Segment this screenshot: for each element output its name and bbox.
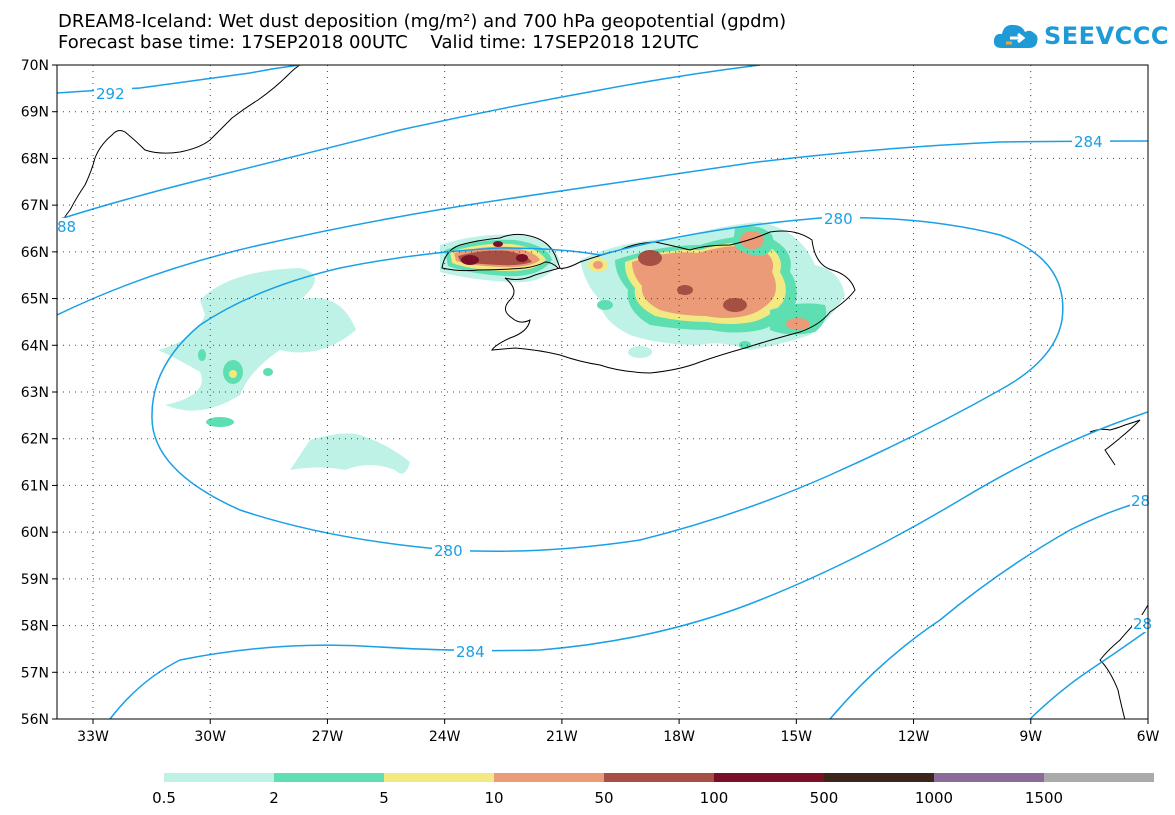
latitude-label: 69N	[21, 105, 49, 121]
deposition-area-extreme	[461, 255, 479, 265]
latitude-label: 56N	[21, 712, 49, 728]
deposition-area-extreme	[493, 241, 503, 247]
deposition-area-light	[158, 268, 356, 411]
longitude-label: 30W	[194, 729, 226, 745]
deposition-area-very-high	[638, 250, 662, 266]
colorbar-swatch	[824, 773, 934, 782]
contour-280	[151, 216, 1064, 552]
latitude-axis: 70N 69N 68N 67N 66N 65N 64N 63N 62N 61N 60N 59N 58N 5…	[21, 58, 57, 728]
latitude-label: 68N	[21, 151, 49, 167]
colorbar-label: 0.5	[152, 789, 176, 807]
colorbar-label: 10	[484, 789, 503, 807]
deposition-area-high	[229, 370, 237, 378]
latitude-label: 60N	[21, 525, 49, 541]
longitude-axis: 33W 30W 27W 24W 21W 18W 15W 12W 9W 6W	[77, 719, 1160, 745]
geopotential-contours	[57, 65, 1148, 719]
faroe-coastline	[1089, 419, 1141, 466]
deposition-area-moderate	[206, 417, 234, 427]
dust-deposition-field	[158, 222, 845, 474]
colorbar-swatch	[604, 773, 714, 782]
latitude-label: 66N	[21, 245, 49, 261]
deposition-area-high	[786, 318, 810, 330]
deposition-area-very-high	[677, 285, 693, 295]
longitude-label: 6W	[1137, 729, 1160, 745]
longitude-label: 9W	[1019, 729, 1042, 745]
cloud-icon	[993, 24, 1038, 48]
longitude-label: 24W	[429, 729, 461, 745]
colorbar-swatch	[384, 773, 494, 782]
deposition-area-moderate	[263, 368, 273, 376]
colorbar-label: 2	[269, 789, 279, 807]
map-title: DREAM8-Iceland: Wet dust deposition (mg/…	[58, 11, 787, 32]
latitude-label: 65N	[21, 292, 49, 308]
latitude-label: 67N	[21, 198, 49, 214]
contour-label: 28	[1133, 615, 1152, 633]
contour-label: 284	[1074, 133, 1103, 151]
seevccc-logo: SEEVCCC	[992, 20, 1169, 52]
deposition-area-extreme	[516, 254, 528, 262]
contour-284-south	[109, 411, 1148, 719]
colorbar-swatch	[1044, 773, 1154, 782]
colorbar-swatch	[274, 773, 384, 782]
longitude-label: 18W	[663, 729, 695, 745]
colorbar-legend: 0.5 2 5 10 50 100 500 1000 1500	[152, 773, 1154, 807]
longitude-label: 15W	[780, 729, 812, 745]
latitude-label: 57N	[21, 665, 49, 681]
contour-292-southeast	[1029, 629, 1148, 719]
deposition-area-high	[740, 231, 764, 249]
iceland-coastline	[441, 230, 856, 374]
colorbar-label: 1000	[915, 789, 953, 807]
contour-label: 280	[824, 210, 853, 228]
latitude-label: 61N	[21, 478, 49, 494]
latitude-label: 58N	[21, 619, 49, 635]
contour-labels: 292 88 284 280 280 284 28 28	[57, 85, 1152, 661]
graticule	[57, 65, 1148, 719]
contour-label: 28	[1131, 492, 1150, 510]
longitude-label: 33W	[77, 729, 109, 745]
colorbar-label: 100	[700, 789, 729, 807]
contour-288	[57, 65, 761, 221]
colorbar-swatch	[164, 773, 274, 782]
contour-292	[57, 65, 301, 94]
deposition-area-light	[290, 433, 410, 474]
latitude-label: 70N	[21, 58, 49, 74]
colorbar-label: 1500	[1025, 789, 1063, 807]
contour-label: 292	[96, 85, 125, 103]
contour-284	[57, 140, 1148, 316]
colorbar-swatch	[934, 773, 1044, 782]
deposition-area-light	[628, 346, 652, 358]
colorbar-label: 50	[594, 789, 613, 807]
latitude-label: 64N	[21, 338, 49, 354]
colorbar-label: 5	[379, 789, 389, 807]
contour-288-southeast	[829, 499, 1148, 719]
contour-label: 284	[456, 643, 485, 661]
contour-label: 280	[434, 542, 463, 560]
latitude-label: 62N	[21, 432, 49, 448]
greenland-coastline	[57, 65, 301, 231]
deposition-area-moderate	[597, 300, 613, 310]
contour-label: 88	[57, 218, 76, 236]
longitude-label: 12W	[898, 729, 930, 745]
forecast-time-info: Forecast base time: 17SEP2018 00UTC Vali…	[58, 32, 699, 53]
deposition-area-high	[593, 261, 603, 269]
colorbar-swatch	[714, 773, 824, 782]
longitude-label: 27W	[312, 729, 344, 745]
colorbar-label: 500	[810, 789, 839, 807]
latitude-label: 63N	[21, 385, 49, 401]
longitude-label: 21W	[546, 729, 578, 745]
colorbar-swatch	[494, 773, 604, 782]
latitude-label: 59N	[21, 572, 49, 588]
logo-text: SEEVCCC	[1044, 22, 1169, 50]
deposition-area-moderate	[198, 349, 206, 361]
deposition-area-very-high	[723, 298, 747, 312]
